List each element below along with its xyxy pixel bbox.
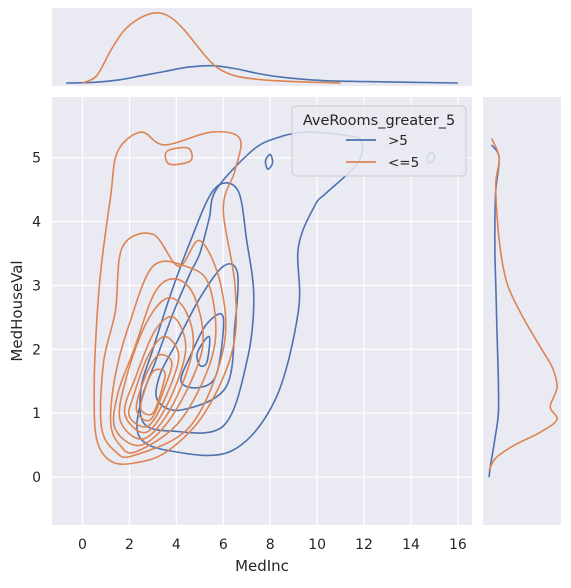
y-tick-label: 1 [32, 406, 41, 422]
x-axis-label: MedInc [235, 557, 289, 575]
marginal-y-le5 [488, 138, 558, 472]
contour-gt5-1 [139, 182, 255, 434]
contour-le5-3 [112, 278, 204, 447]
x-tick-label: 10 [308, 537, 326, 553]
contour-le5-2 [109, 260, 217, 454]
x-tick-label: 0 [78, 537, 87, 553]
x-tick-label: 12 [355, 537, 373, 553]
marginal-y [488, 138, 558, 478]
y-tick-label: 2 [32, 342, 41, 358]
x-tick-label: 14 [402, 537, 420, 553]
contour-le5-0 [93, 130, 242, 465]
y-tick-label: 5 [32, 151, 41, 167]
contour-le5-7 [135, 353, 173, 422]
marginal-x-le5 [82, 11, 341, 84]
contour-le5-1 [99, 232, 227, 459]
x-tick-label: 6 [219, 537, 228, 553]
contour-gt5-4 [196, 335, 211, 368]
contour-gt5-5 [264, 153, 274, 170]
legend: AveRooms_greater_5 >5 <=5 [291, 105, 467, 177]
contour-le5-4 [118, 297, 195, 440]
contour-le5-8 [139, 368, 166, 416]
legend-box [291, 105, 467, 177]
y-axis-label: MedHouseVal [8, 260, 26, 361]
x-tick-label: 16 [449, 537, 467, 553]
marginal-x-gt5 [66, 64, 458, 84]
x-tick-label: 4 [172, 537, 181, 553]
legend-label-gt5: >5 [388, 133, 408, 149]
joint-contours [93, 130, 436, 465]
y-tick-label: 0 [32, 470, 41, 486]
x-tick-label: 8 [266, 537, 275, 553]
y-tick-label: 4 [32, 215, 41, 231]
legend-label-le5: <=5 [388, 155, 419, 171]
x-tick-labels: 0 2 4 6 8 10 12 14 16 [78, 537, 467, 553]
contour-gt5-3 [180, 313, 225, 389]
contour-le5-6 [127, 335, 180, 428]
x-tick-label: 2 [125, 537, 134, 553]
contour-le5-9 [164, 146, 193, 166]
y-tick-label: 3 [32, 278, 41, 294]
marginal-x-area [52, 8, 472, 86]
legend-title: AveRooms_greater_5 [303, 113, 455, 129]
y-tick-labels: 0 1 2 3 4 5 [32, 151, 41, 486]
contour-le5-5 [123, 315, 187, 434]
marginal-x [66, 11, 458, 84]
marginal-y-area [483, 97, 561, 525]
